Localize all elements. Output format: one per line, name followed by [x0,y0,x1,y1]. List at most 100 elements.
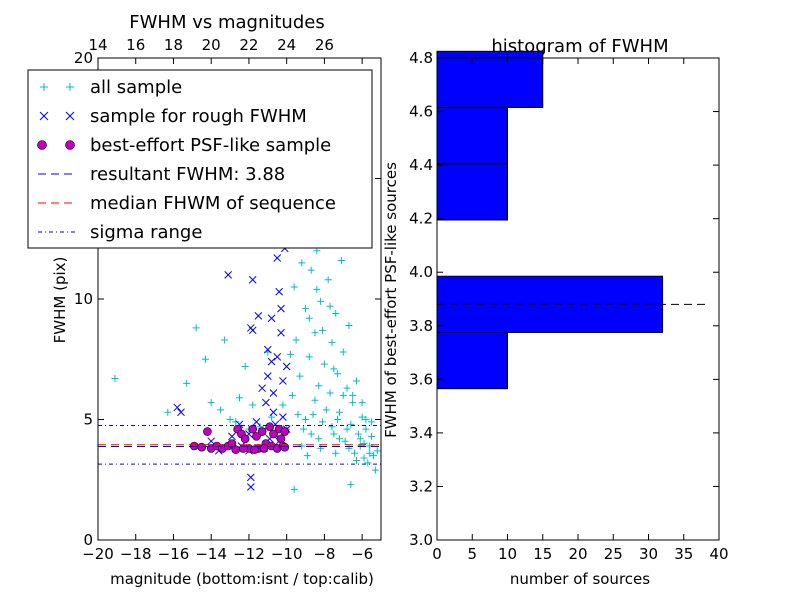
y-tick-label: 3.0 [409,531,433,549]
plus-point [317,297,325,305]
y-tick-label: 20 [74,49,93,67]
histogram-bar [436,163,508,221]
plus-point [307,266,315,274]
cross-point [282,362,291,371]
plus-point [241,362,249,370]
x-tick-label: 15 [533,545,552,563]
legend-cross-icon [39,111,49,121]
legend-circle-icon [65,140,75,150]
plus-point [334,416,342,423]
plus-point [368,418,376,426]
cross-point [277,328,285,337]
circle-point [238,444,248,453]
plus-point [309,411,317,419]
x-tick-label: −16 [158,545,190,563]
circle-point [248,424,258,434]
plus-point [315,382,323,390]
x-tick-label: 25 [604,545,623,563]
x-tick-label: 30 [639,545,658,563]
x-tick-label: 5 [467,545,477,563]
scatter-ticks: −20−18−16−14−12−10−8−6051015201416182022… [74,36,381,563]
circle-point [280,427,290,436]
plus-point [324,276,332,284]
cross-point [224,271,233,279]
cross-point [277,304,285,313]
series-2 [189,422,290,454]
top-tick-label: 26 [315,36,334,54]
histogram-bar [436,50,544,109]
legend-entry: median FHWM of sequence [38,193,336,214]
plus-point [364,459,372,467]
plus-point [330,430,338,438]
plus-point [294,411,302,419]
plus-point [352,456,360,464]
plus-point [315,435,323,443]
y-tick-label: 10 [74,290,93,308]
x-tick-label: 20 [568,545,587,563]
plus-point [220,336,228,344]
legend-entry: all sample [40,77,182,98]
y-tick-label: 4.2 [409,210,433,228]
cross-point [246,473,255,482]
plus-point [358,399,366,407]
plus-point [339,391,347,399]
plus-point [305,314,313,322]
histogram-plot-area [436,50,720,541]
plus-point [292,336,300,344]
histogram-bar [436,331,508,390]
legend-label: sigma range [90,222,202,243]
circle-point [259,444,269,453]
plus-point [319,418,327,426]
x-tick-label: −6 [351,545,373,563]
legend-label: best-effort PSF-like sample [90,135,331,156]
plus-point [369,452,377,460]
top-tick-label: 16 [126,36,145,54]
plus-point [345,322,353,330]
cross-point [273,352,282,361]
plus-point [311,396,319,404]
x-tick-label: −18 [120,545,152,563]
y-tick-label: 0 [83,531,93,549]
scatter-y-label: FWHM (pix) [51,257,69,344]
plus-point [334,370,342,378]
plus-point [302,305,310,313]
x-tick-label: 10 [498,545,517,563]
plus-point [202,355,210,363]
legend-circle-icon [37,140,47,150]
plus-point [341,437,349,445]
x-tick-label: −8 [313,545,335,563]
plus-point [371,466,379,474]
cross-point [246,483,255,491]
plus-point [328,338,336,346]
top-tick-label: 20 [202,36,221,54]
plus-point [328,423,336,431]
circle-point [265,422,274,432]
cross-point [177,408,185,417]
y-tick-label: 3.2 [409,477,433,495]
circle-point [276,434,286,444]
cross-point [228,432,236,441]
plus-point [232,418,240,426]
plus-point [356,435,364,443]
scatter-x-label: magnitude (bottom:isnt / top:calib) [110,570,374,588]
histogram-ticks: 0 5 10 15 20 25 30 35 40 3.0 3.2 3.4 3.6 3.8 4.0 4.2 4.4… [409,49,728,563]
x-tick-label: 35 [674,545,693,563]
plus-point [217,406,225,414]
plus-point [322,406,330,414]
plus-point [288,391,296,399]
y-tick-label: 3.8 [409,317,433,335]
cross-point [258,384,266,393]
histogram-bar [436,107,508,165]
legend-label: sample for rough FWHM [90,106,307,127]
plus-point [183,379,191,387]
plus-point [335,408,343,416]
plus-point [317,444,325,452]
plus-point [319,326,327,334]
plus-point [335,435,343,443]
scatter-marks [98,205,381,493]
cross-point [248,275,257,284]
cross-point [173,403,182,412]
plus-point [286,350,294,358]
x-tick-label: 0 [432,545,442,563]
plus-point [368,432,376,440]
